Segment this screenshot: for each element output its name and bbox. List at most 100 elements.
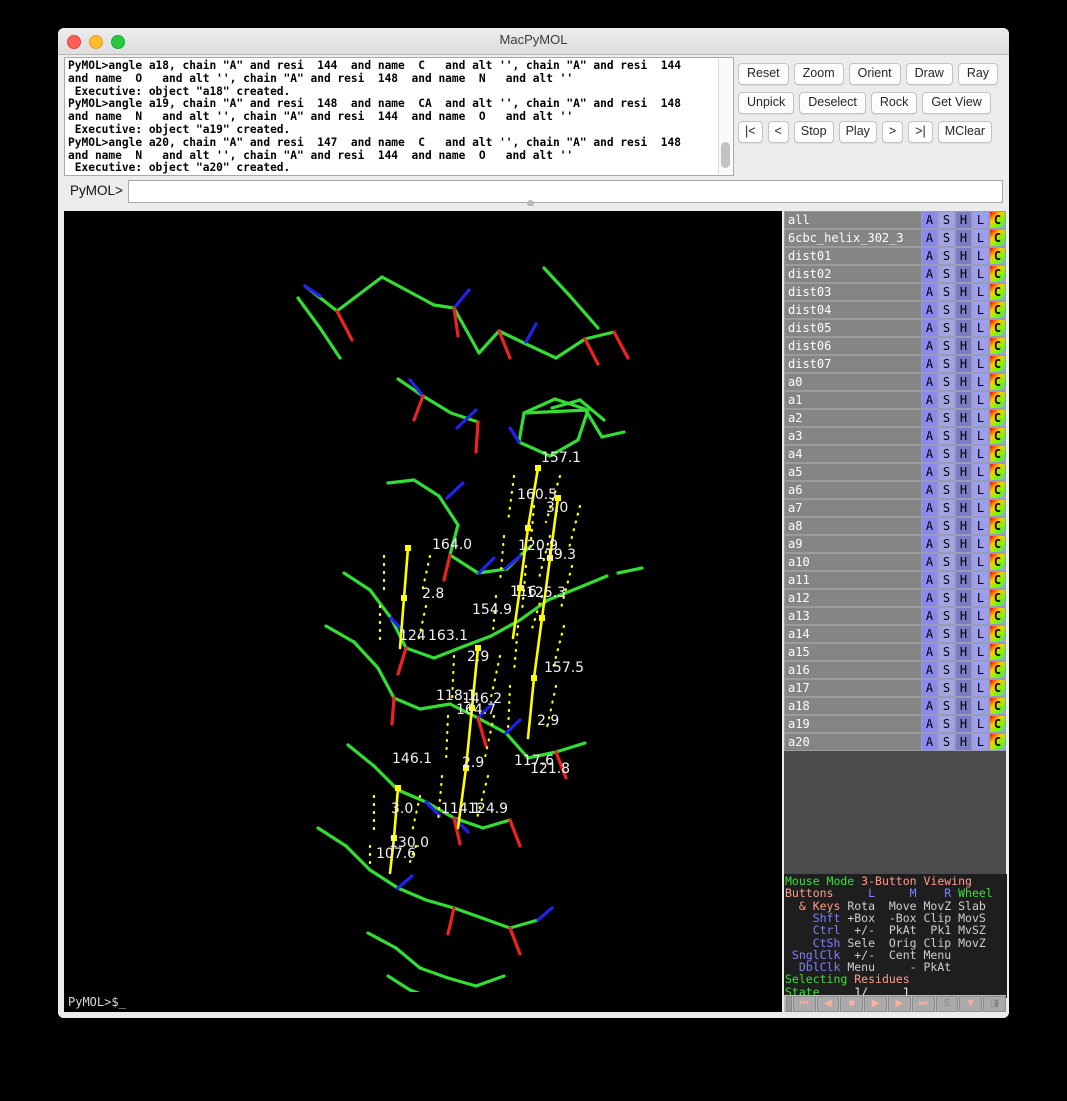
object-toggle-c[interactable]: C — [989, 211, 1006, 229]
object-toggle-s[interactable]: S — [938, 607, 955, 625]
object-toggle-c[interactable]: C — [989, 463, 1006, 481]
object-toggle-s[interactable]: S — [938, 535, 955, 553]
object-toggle-s[interactable]: S — [938, 733, 955, 751]
object-row[interactable]: dist04 A S H L C — [784, 301, 1006, 319]
close-button[interactable] — [67, 35, 81, 49]
object-name[interactable]: a3 — [784, 427, 921, 445]
object-toggle-c[interactable]: C — [989, 661, 1006, 679]
button-rock[interactable]: Rock — [870, 92, 918, 114]
object-toggle-a[interactable]: A — [921, 499, 938, 517]
object-toggle-s[interactable]: S — [938, 661, 955, 679]
object-toggle-h[interactable]: H — [955, 301, 972, 319]
button-[interactable]: |< — [738, 121, 763, 143]
object-toggle-l[interactable]: L — [972, 229, 989, 247]
object-row[interactable]: a1 A S H L C — [784, 391, 1006, 409]
object-toggle-s[interactable]: S — [938, 715, 955, 733]
object-toggle-s[interactable]: S — [938, 643, 955, 661]
object-toggle-a[interactable]: A — [921, 571, 938, 589]
object-toggle-a[interactable]: A — [921, 535, 938, 553]
object-toggle-l[interactable]: L — [972, 643, 989, 661]
object-toggle-l[interactable]: L — [972, 409, 989, 427]
object-row[interactable]: a14 A S H L C — [784, 625, 1006, 643]
button-ray[interactable]: Ray — [957, 63, 999, 85]
object-toggle-h[interactable]: H — [955, 499, 972, 517]
object-row[interactable]: a17 A S H L C — [784, 679, 1006, 697]
movie-forward-icon[interactable]: ▶ — [887, 995, 911, 1012]
object-toggle-c[interactable]: C — [989, 373, 1006, 391]
object-name[interactable]: a10 — [784, 553, 921, 571]
object-toggle-l[interactable]: L — [972, 499, 989, 517]
object-toggle-h[interactable]: H — [955, 355, 972, 373]
object-toggle-l[interactable]: L — [972, 481, 989, 499]
object-row[interactable]: dist07 A S H L C — [784, 355, 1006, 373]
object-toggle-s[interactable]: S — [938, 481, 955, 499]
object-toggle-l[interactable]: L — [972, 697, 989, 715]
object-toggle-c[interactable]: C — [989, 589, 1006, 607]
object-toggle-a[interactable]: A — [921, 697, 938, 715]
object-toggle-c[interactable]: C — [989, 643, 1006, 661]
object-toggle-s[interactable]: S — [938, 463, 955, 481]
object-name[interactable]: a9 — [784, 535, 921, 553]
object-name[interactable]: a5 — [784, 463, 921, 481]
object-row[interactable]: all A S H L C — [784, 211, 1006, 229]
object-toggle-s[interactable]: S — [938, 445, 955, 463]
object-name[interactable]: dist04 — [784, 301, 921, 319]
object-toggle-h[interactable]: H — [955, 265, 972, 283]
object-toggle-s[interactable]: S — [938, 319, 955, 337]
object-toggle-h[interactable]: H — [955, 661, 972, 679]
object-toggle-c[interactable]: C — [989, 607, 1006, 625]
button-play[interactable]: Play — [838, 121, 877, 143]
button-draw[interactable]: Draw — [905, 63, 953, 85]
object-toggle-s[interactable]: S — [938, 427, 955, 445]
console-scrollbar-thumb[interactable] — [721, 142, 730, 168]
object-toggle-a[interactable]: A — [921, 301, 938, 319]
movie-play-icon[interactable]: ▶ — [864, 995, 887, 1012]
object-toggle-a[interactable]: A — [921, 247, 938, 265]
object-name[interactable]: dist06 — [784, 337, 921, 355]
object-name[interactable]: a15 — [784, 643, 921, 661]
object-row[interactable]: 6cbc_helix_302_3 A S H L C — [784, 229, 1006, 247]
object-toggle-c[interactable]: C — [989, 535, 1006, 553]
object-toggle-h[interactable]: H — [955, 391, 972, 409]
object-toggle-s[interactable]: S — [938, 337, 955, 355]
object-toggle-l[interactable]: L — [972, 283, 989, 301]
object-toggle-c[interactable]: C — [989, 391, 1006, 409]
object-toggle-a[interactable]: A — [921, 643, 938, 661]
object-toggle-a[interactable]: A — [921, 265, 938, 283]
object-name[interactable]: a8 — [784, 517, 921, 535]
object-name[interactable]: a0 — [784, 373, 921, 391]
object-name[interactable]: a17 — [784, 679, 921, 697]
button-[interactable]: > — [881, 121, 904, 143]
object-row[interactable]: a19 A S H L C — [784, 715, 1006, 733]
object-toggle-s[interactable]: S — [938, 301, 955, 319]
object-toggle-c[interactable]: C — [989, 481, 1006, 499]
object-toggle-l[interactable]: L — [972, 463, 989, 481]
object-name[interactable]: all — [784, 211, 921, 229]
object-toggle-l[interactable]: L — [972, 265, 989, 283]
object-toggle-l[interactable]: L — [972, 535, 989, 553]
object-toggle-a[interactable]: A — [921, 553, 938, 571]
object-toggle-s[interactable]: S — [938, 265, 955, 283]
object-toggle-a[interactable]: A — [921, 679, 938, 697]
molecular-viewport[interactable]: 157.1 160.5 3.0 164.0 120.9 119.3 2.8 116 125.3 1… — [64, 211, 782, 992]
object-toggle-c[interactable]: C — [989, 553, 1006, 571]
button-zoom[interactable]: Zoom — [793, 63, 844, 85]
object-name[interactable]: a13 — [784, 607, 921, 625]
object-name[interactable]: a2 — [784, 409, 921, 427]
button-mclear[interactable]: MClear — [937, 121, 993, 143]
object-toggle-a[interactable]: A — [921, 463, 938, 481]
object-toggle-s[interactable]: S — [938, 409, 955, 427]
object-toggle-a[interactable]: A — [921, 391, 938, 409]
object-toggle-c[interactable]: C — [989, 499, 1006, 517]
object-toggle-l[interactable]: L — [972, 427, 989, 445]
button-deselect[interactable]: Deselect — [799, 92, 866, 114]
object-toggle-l[interactable]: L — [972, 355, 989, 373]
object-toggle-h[interactable]: H — [955, 247, 972, 265]
object-name[interactable]: a7 — [784, 499, 921, 517]
object-toggle-h[interactable]: H — [955, 481, 972, 499]
object-row[interactable]: dist02 A S H L C — [784, 265, 1006, 283]
object-toggle-l[interactable]: L — [972, 571, 989, 589]
object-toggle-c[interactable]: C — [989, 247, 1006, 265]
object-toggle-l[interactable]: L — [972, 301, 989, 319]
object-toggle-c[interactable]: C — [989, 445, 1006, 463]
